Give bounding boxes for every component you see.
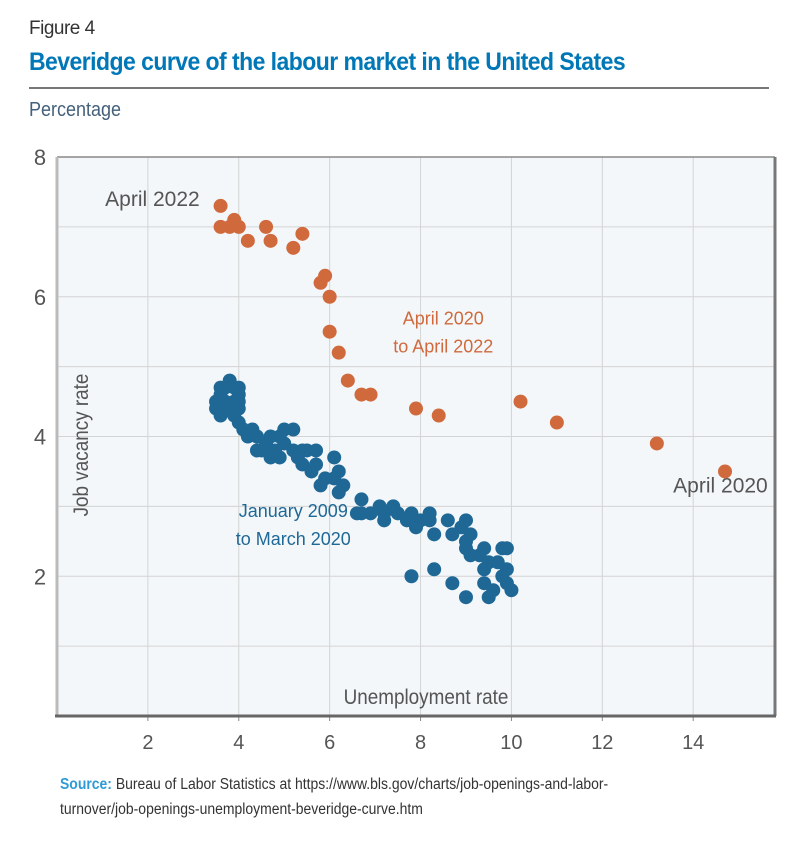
data-point (499, 541, 514, 556)
x-tick-label: 2 (142, 732, 153, 754)
data-point (427, 562, 442, 577)
data-point (445, 527, 460, 542)
data-point (213, 380, 228, 395)
data-point (354, 387, 369, 402)
data-point (458, 541, 473, 556)
data-point (327, 450, 342, 465)
x-tick-label: 6 (324, 732, 335, 754)
data-point (404, 569, 419, 584)
data-point (249, 443, 264, 458)
data-point (331, 485, 346, 500)
data-point (409, 401, 423, 416)
x-tick-label: 10 (500, 732, 522, 754)
data-point (263, 233, 278, 248)
data-point (231, 394, 246, 409)
axes (55, 156, 777, 718)
data-point (440, 513, 455, 528)
data-point (486, 583, 501, 598)
source-text-line2: turnover/job-openings-unemployment-bever… (60, 801, 423, 818)
data-point (213, 198, 228, 213)
data-point (331, 345, 346, 360)
data-point (458, 590, 473, 605)
data-point (340, 373, 355, 388)
title-divider (29, 87, 769, 89)
source-text-line1: Bureau of Labor Statistics at https://ww… (115, 776, 609, 793)
data-point (445, 576, 460, 591)
annotation-label: to March 2020 (236, 529, 351, 549)
annotation-label: January 2009 (239, 501, 348, 521)
data-point (322, 324, 337, 339)
data-point (427, 527, 442, 542)
data-point (313, 478, 328, 493)
data-point (322, 289, 337, 304)
y-axis-label: Job vacancy rate (70, 374, 93, 517)
annotation-label: April 2020 (673, 474, 768, 497)
data-point (240, 233, 255, 248)
source-label: Source: (60, 776, 112, 793)
data-point (354, 492, 369, 507)
x-axis-label: Unemployment rate (344, 686, 509, 709)
y-tick-label: 2 (34, 564, 46, 589)
data-point (218, 394, 233, 409)
data-point (477, 562, 492, 577)
data-point (504, 583, 519, 598)
x-tick-label: 14 (682, 732, 704, 754)
chart-title: Beveridge curve of the labour market in … (29, 48, 626, 76)
gridlines (57, 157, 775, 716)
annotations: April 2022 April 2020 April 2020 to April 2… (105, 188, 768, 549)
data-point (259, 219, 274, 234)
series-jan-2009-to-march-2020 (209, 373, 519, 605)
data-point (549, 415, 564, 430)
series-april-2020-to-april-2022 (213, 198, 733, 479)
tick-labels: 2 4 6 8 10 12 14 2 4 6 8 (34, 145, 704, 754)
data-point (513, 394, 528, 409)
x-tick-label: 8 (415, 732, 426, 754)
data-point (213, 219, 228, 234)
data-point (295, 226, 310, 241)
data-point (718, 464, 733, 479)
annotation-label: April 2022 (105, 188, 200, 211)
annotation-label: April 2020 (403, 309, 484, 329)
data-point (349, 506, 364, 521)
x-tick-label: 12 (591, 732, 613, 754)
figure-label: Figure 4 (29, 18, 95, 39)
x-tick-label: 4 (233, 732, 244, 754)
data-point (377, 513, 392, 528)
data-point (286, 240, 301, 255)
y-tick-label: 6 (34, 285, 46, 310)
source-note: Source: Bureau of Labor Statistics at ht… (60, 772, 708, 822)
y-tick-label: 4 (34, 425, 46, 450)
data-points (209, 198, 733, 605)
annotation-label: to April 2022 (393, 337, 493, 357)
y-tick-label: 8 (34, 145, 46, 170)
chart-subtitle: Percentage (29, 99, 122, 121)
data-point (313, 275, 328, 290)
data-point (431, 408, 446, 423)
data-point (649, 436, 664, 451)
